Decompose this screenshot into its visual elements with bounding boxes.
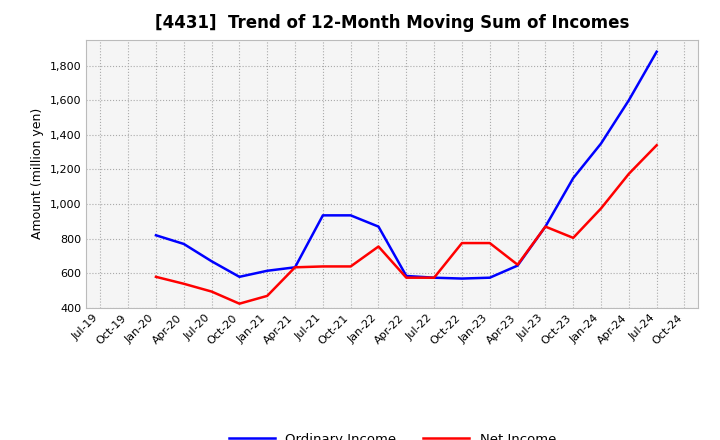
Ordinary Income <box>318 213 327 218</box>
Ordinary Income <box>207 259 216 264</box>
Ordinary Income <box>402 273 410 279</box>
Ordinary Income <box>430 275 438 280</box>
Ordinary Income <box>541 224 550 229</box>
Title: [4431]  Trend of 12-Month Moving Sum of Incomes: [4431] Trend of 12-Month Moving Sum of I… <box>156 15 629 33</box>
Net Income <box>291 265 300 270</box>
Net Income <box>652 143 661 148</box>
Y-axis label: Amount (million yen): Amount (million yen) <box>32 108 45 239</box>
Net Income <box>318 264 327 269</box>
Ordinary Income <box>569 176 577 181</box>
Ordinary Income <box>374 224 383 229</box>
Ordinary Income <box>263 268 271 273</box>
Ordinary Income <box>179 241 188 246</box>
Net Income <box>569 235 577 241</box>
Net Income <box>207 289 216 294</box>
Ordinary Income <box>235 274 243 279</box>
Net Income <box>263 293 271 298</box>
Ordinary Income <box>513 263 522 268</box>
Net Income <box>624 171 633 176</box>
Net Income <box>485 240 494 246</box>
Ordinary Income <box>624 98 633 103</box>
Ordinary Income <box>152 233 161 238</box>
Net Income <box>458 240 467 246</box>
Net Income <box>235 301 243 306</box>
Ordinary Income <box>652 49 661 55</box>
Net Income <box>541 224 550 229</box>
Ordinary Income <box>346 213 355 218</box>
Net Income <box>179 281 188 286</box>
Legend: Ordinary Income, Net Income: Ordinary Income, Net Income <box>223 427 562 440</box>
Ordinary Income <box>597 141 606 146</box>
Net Income <box>402 275 410 280</box>
Net Income <box>346 264 355 269</box>
Net Income <box>374 244 383 249</box>
Net Income <box>597 206 606 211</box>
Ordinary Income <box>291 265 300 270</box>
Net Income <box>430 275 438 280</box>
Net Income <box>152 274 161 279</box>
Line: Net Income: Net Income <box>156 145 657 304</box>
Ordinary Income <box>485 275 494 280</box>
Ordinary Income <box>458 276 467 281</box>
Line: Ordinary Income: Ordinary Income <box>156 52 657 279</box>
Net Income <box>513 262 522 268</box>
